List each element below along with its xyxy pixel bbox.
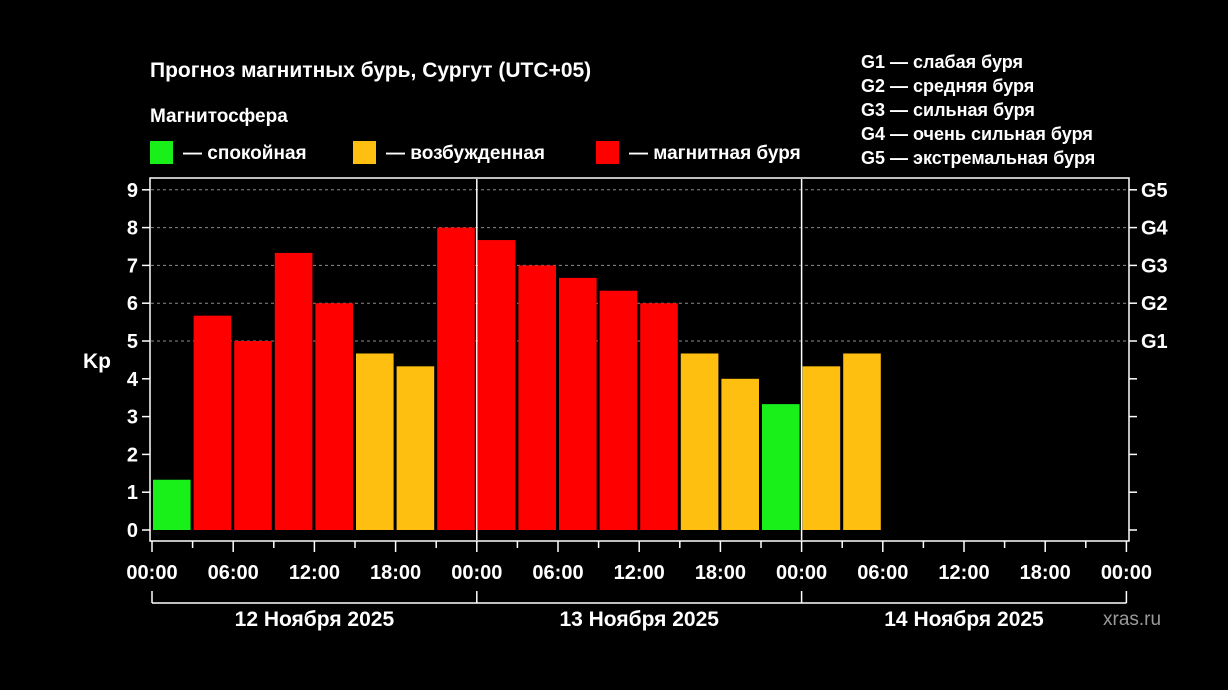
bar [599, 290, 638, 530]
bar [640, 303, 678, 530]
storm-level-g4: G4 — очень сильная буря [861, 124, 1093, 144]
y-axis-label: Kp [83, 350, 111, 373]
x-tick-label: 18:00 [695, 562, 746, 584]
watermark: xras.ru [1103, 609, 1161, 630]
y-tick-label: 8 [127, 218, 138, 240]
x-tick-label: 06:00 [208, 562, 259, 584]
storm-level-tick-label: G5 [1141, 180, 1168, 202]
x-tick-label: 00:00 [1101, 562, 1152, 584]
storm-level-tick-label: G1 [1141, 331, 1168, 353]
bar [193, 315, 232, 530]
bars [153, 227, 881, 530]
y-tick-label: 3 [127, 407, 138, 429]
bar [680, 353, 719, 530]
legend-swatch-storm [596, 141, 619, 164]
bar [762, 404, 800, 530]
y-tick-label: 0 [127, 520, 138, 542]
storm-level-tick-label: G4 [1141, 218, 1169, 240]
bar [802, 366, 841, 530]
bar [721, 378, 759, 530]
x-tick-label: 18:00 [1020, 562, 1071, 584]
x-tick-label: 12:00 [938, 562, 989, 584]
bar [356, 353, 394, 530]
bar [518, 265, 556, 530]
y-tick-label: 9 [127, 180, 138, 202]
x-tick-label: 00:00 [126, 562, 177, 584]
legend-label-quiet: — спокойная [183, 143, 307, 164]
legend-swatch-quiet [150, 141, 173, 164]
day-label: 13 Ноября 2025 [559, 608, 719, 631]
bar [437, 227, 475, 530]
x-tick-label: 18:00 [370, 562, 421, 584]
bar [477, 240, 516, 530]
axes: 0 1 2 3 4 5 6 7 8 9 G1 G2 G3 G4 G5 00:00 06:00 12:00 18:00… [126, 180, 1168, 631]
bar [274, 252, 313, 530]
bar [843, 353, 881, 530]
x-tick-label: 12:00 [614, 562, 665, 584]
bar [153, 479, 191, 530]
legend-label-excited: — возбужденная [386, 143, 545, 164]
bar [396, 366, 435, 530]
storm-level-g5: G5 — экстремальная буря [861, 148, 1095, 168]
x-tick-label: 12:00 [289, 562, 340, 584]
x-tick-label: 06:00 [532, 562, 583, 584]
bar [234, 341, 272, 530]
y-tick-label: 7 [127, 255, 138, 277]
legend-label-storm: — магнитная буря [629, 143, 801, 164]
day-label: 12 Ноября 2025 [235, 608, 395, 631]
x-tick-label: 00:00 [451, 562, 502, 584]
x-tick-label: 06:00 [857, 562, 908, 584]
storm-level-g2: G2 — средняя буря [861, 76, 1034, 96]
y-tick-label: 1 [127, 482, 138, 504]
storm-level-g1: G1 — слабая буря [861, 52, 1023, 72]
grid-lines [151, 179, 1128, 540]
x-tick-label: 00:00 [776, 562, 827, 584]
day-label: 14 Ноября 2025 [884, 608, 1044, 631]
y-tick-label: 5 [127, 331, 138, 353]
chart-title: Прогноз магнитных бурь, Сургут (UTC+05) [150, 59, 591, 82]
bar [559, 277, 597, 530]
bar [315, 303, 353, 530]
y-tick-label: 4 [127, 369, 139, 391]
storm-level-g3: G3 — сильная буря [861, 100, 1035, 120]
storm-level-tick-label: G2 [1141, 293, 1168, 315]
y-tick-label: 6 [127, 293, 138, 315]
legend-title: Магнитосфера [150, 106, 288, 127]
storm-level-tick-label: G3 [1141, 255, 1168, 277]
y-tick-label: 2 [127, 444, 138, 466]
legend-swatch-excited [353, 141, 376, 164]
